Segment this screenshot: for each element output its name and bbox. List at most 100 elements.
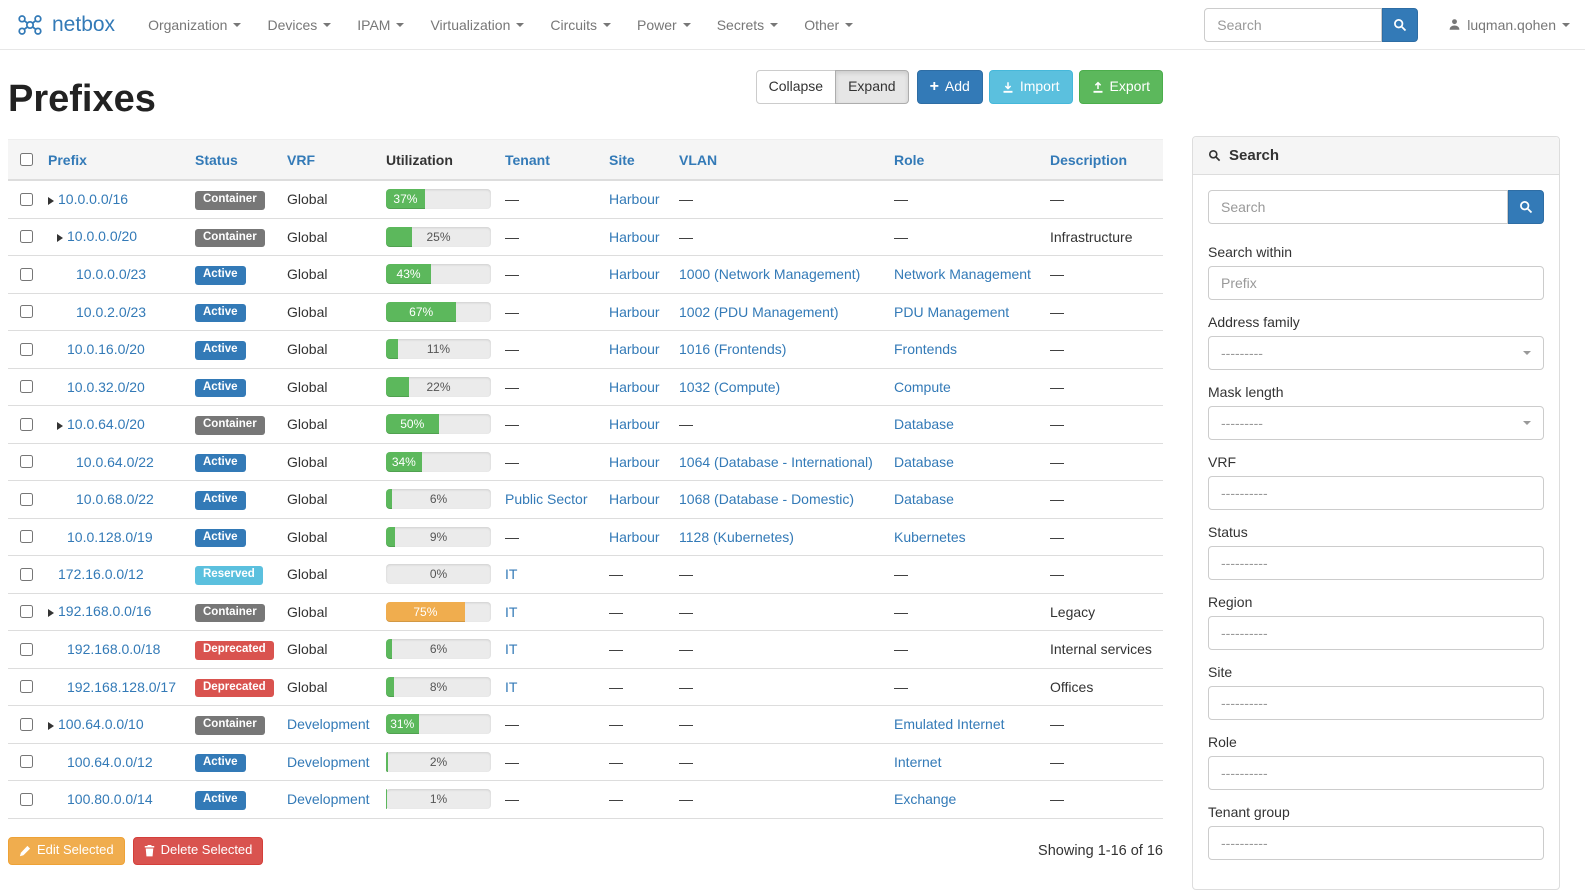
column-header-prefix[interactable]: Prefix: [40, 139, 187, 181]
column-header-status[interactable]: Status: [187, 139, 279, 181]
tenant-link[interactable]: Public Sector: [505, 491, 588, 508]
role-link[interactable]: Compute: [894, 378, 951, 395]
prefix-link[interactable]: 192.168.0.0/16: [58, 603, 152, 620]
prefix-link[interactable]: 10.0.68.0/22: [76, 491, 154, 508]
row-checkbox[interactable]: [20, 492, 33, 506]
column-header-vrf[interactable]: VRF: [279, 139, 378, 181]
site-link[interactable]: Harbour: [609, 191, 660, 208]
expand-button[interactable]: Expand: [835, 70, 909, 104]
add-button[interactable]: + Add: [916, 70, 983, 104]
site-link[interactable]: Harbour: [609, 266, 660, 283]
site-link[interactable]: Harbour: [609, 491, 660, 508]
vlan-link[interactable]: 1016 (Frontends): [679, 341, 787, 358]
row-checkbox[interactable]: [20, 342, 33, 356]
row-checkbox[interactable]: [20, 192, 33, 206]
row-checkbox[interactable]: [20, 380, 33, 394]
menu-item-devices[interactable]: Devices: [254, 0, 344, 50]
filter-search-button[interactable]: [1508, 190, 1544, 224]
global-search-button[interactable]: [1382, 7, 1419, 42]
menu-item-circuits[interactable]: Circuits: [537, 0, 624, 50]
row-checkbox[interactable]: [20, 530, 33, 544]
vlan-link[interactable]: 1002 (PDU Management): [679, 303, 839, 320]
user-menu[interactable]: luqman.qohen: [1448, 17, 1570, 33]
filter-search-input[interactable]: [1208, 190, 1508, 224]
menu-item-power[interactable]: Power: [624, 0, 704, 50]
prefix-link[interactable]: 10.0.128.0/19: [67, 528, 153, 545]
site-link[interactable]: Harbour: [609, 341, 660, 358]
filter-select-address-family[interactable]: ---------: [1208, 336, 1544, 370]
prefix-link[interactable]: 100.64.0.0/12: [67, 753, 153, 770]
prefix-link[interactable]: 10.0.0.0/23: [76, 266, 147, 283]
role-link[interactable]: Database: [894, 416, 954, 433]
role-link[interactable]: Exchange: [894, 791, 957, 808]
vrf-link[interactable]: Development: [287, 716, 370, 733]
prefix-link[interactable]: 100.80.0.0/14: [67, 791, 153, 808]
row-checkbox[interactable]: [20, 417, 33, 431]
global-search-input[interactable]: [1204, 7, 1383, 42]
row-checkbox[interactable]: [20, 792, 33, 806]
site-link[interactable]: Harbour: [609, 378, 660, 395]
filter-select-vrf[interactable]: ----------: [1208, 476, 1544, 510]
column-header-description[interactable]: Description: [1042, 139, 1163, 181]
menu-item-ipam[interactable]: IPAM: [344, 0, 417, 50]
site-link[interactable]: Harbour: [609, 228, 660, 245]
select-all-checkbox[interactable]: [20, 153, 33, 166]
vlan-link[interactable]: 1000 (Network Management): [679, 266, 861, 283]
column-header-tenant[interactable]: Tenant: [497, 139, 601, 181]
menu-item-organization[interactable]: Organization: [135, 0, 254, 50]
row-checkbox[interactable]: [20, 605, 33, 619]
menu-item-virtualization[interactable]: Virtualization: [417, 0, 537, 50]
menu-item-secrets[interactable]: Secrets: [704, 0, 791, 50]
delete-selected-button[interactable]: Delete Selected: [132, 836, 264, 865]
row-checkbox[interactable]: [20, 455, 33, 469]
role-link[interactable]: Frontends: [894, 341, 958, 358]
row-checkbox[interactable]: [20, 567, 33, 581]
role-link[interactable]: PDU Management: [894, 303, 1010, 320]
import-button[interactable]: Import: [988, 70, 1073, 104]
filter-select-tenant-group[interactable]: ----------: [1208, 826, 1544, 860]
tenant-link[interactable]: IT: [505, 678, 518, 695]
prefix-link[interactable]: 192.168.128.0/17: [67, 678, 176, 695]
menu-item-other[interactable]: Other: [791, 0, 866, 50]
prefix-link[interactable]: 100.64.0.0/10: [58, 715, 144, 732]
collapse-button[interactable]: Collapse: [755, 70, 837, 104]
vlan-link[interactable]: 1068 (Database - Domestic): [679, 491, 855, 508]
row-checkbox[interactable]: [20, 305, 33, 319]
tenant-link[interactable]: IT: [505, 641, 518, 658]
site-link[interactable]: Harbour: [609, 528, 660, 545]
site-link[interactable]: Harbour: [609, 416, 660, 433]
vrf-link[interactable]: Development: [287, 791, 370, 808]
vlan-link[interactable]: 1032 (Compute): [679, 378, 781, 395]
row-checkbox[interactable]: [20, 642, 33, 656]
expand-arrow-icon[interactable]: [57, 229, 67, 245]
role-link[interactable]: Network Management: [894, 266, 1031, 283]
prefix-link[interactable]: 10.0.0.0/16: [58, 190, 129, 207]
row-checkbox[interactable]: [20, 755, 33, 769]
row-checkbox[interactable]: [20, 680, 33, 694]
export-button[interactable]: Export: [1078, 70, 1163, 104]
row-checkbox[interactable]: [20, 267, 33, 281]
prefix-link[interactable]: 10.0.0.0/20: [67, 228, 138, 245]
netbox-brand[interactable]: netbox: [15, 12, 115, 38]
role-link[interactable]: Kubernetes: [894, 528, 966, 545]
prefix-link[interactable]: 10.0.64.0/22: [76, 453, 154, 470]
edit-selected-button[interactable]: Edit Selected: [8, 836, 125, 865]
column-header-role[interactable]: Role: [886, 139, 1042, 181]
column-header-site[interactable]: Site: [601, 139, 671, 181]
filter-select-mask-length[interactable]: ---------: [1208, 406, 1544, 440]
prefix-link[interactable]: 10.0.16.0/20: [67, 341, 145, 358]
tenant-link[interactable]: IT: [505, 603, 518, 620]
role-link[interactable]: Emulated Internet: [894, 716, 1005, 733]
filter-input-search-within[interactable]: [1208, 266, 1544, 300]
role-link[interactable]: Database: [894, 453, 954, 470]
filter-select-role[interactable]: ----------: [1208, 756, 1544, 790]
expand-arrow-icon[interactable]: [48, 604, 58, 620]
site-link[interactable]: Harbour: [609, 303, 660, 320]
vlan-link[interactable]: 1064 (Database - International): [679, 453, 873, 470]
column-header-vlan[interactable]: VLAN: [671, 139, 886, 181]
role-link[interactable]: Internet: [894, 753, 942, 770]
site-link[interactable]: Harbour: [609, 453, 660, 470]
prefix-link[interactable]: 172.16.0.0/12: [58, 566, 144, 583]
filter-select-status[interactable]: ----------: [1208, 546, 1544, 580]
row-checkbox[interactable]: [20, 717, 33, 731]
